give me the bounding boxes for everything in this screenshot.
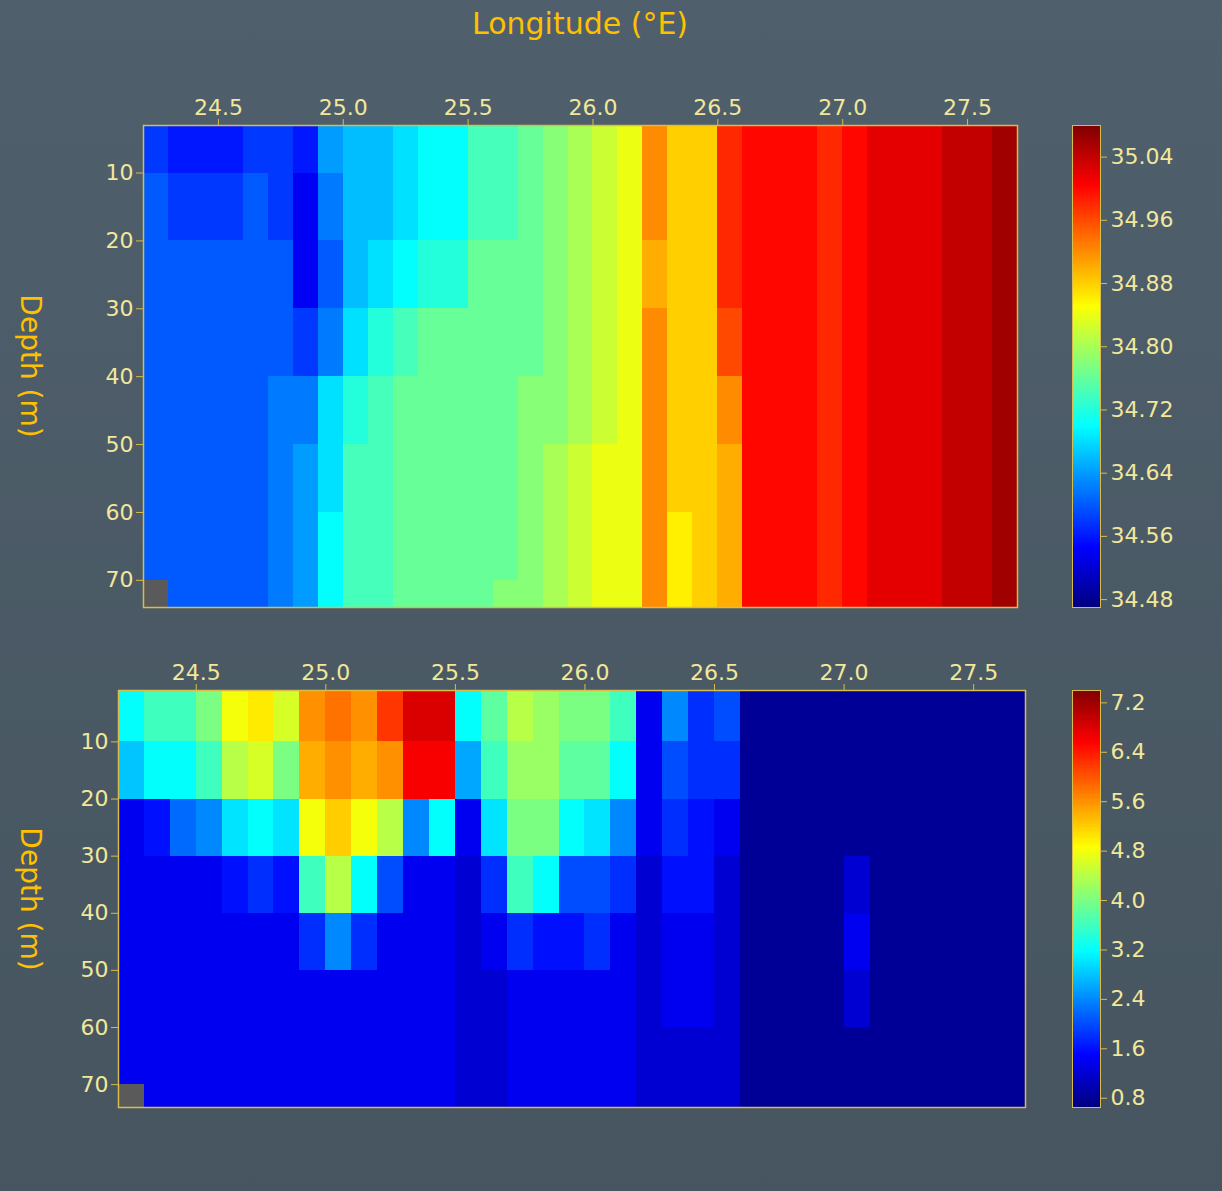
svg-text:3.2: 3.2 (1111, 937, 1146, 962)
svg-text:24.5: 24.5 (194, 95, 243, 120)
svg-text:40: 40 (81, 900, 109, 925)
svg-text:34.56: 34.56 (1111, 523, 1174, 548)
svg-text:25.0: 25.0 (319, 95, 368, 120)
html-text:Depth (m): Depth (m) (14, 294, 47, 438)
svg-text:10: 10 (106, 160, 134, 185)
svg-text:27.0: 27.0 (818, 95, 867, 120)
svg-text:60: 60 (106, 499, 134, 524)
svg-text:26.5: 26.5 (693, 95, 742, 120)
svg-text:20: 20 (81, 786, 109, 811)
svg-text:34.96: 34.96 (1111, 207, 1174, 232)
svg-text:60: 60 (81, 1015, 109, 1040)
svg-text:34.72: 34.72 (1111, 397, 1174, 422)
svg-text:34.88: 34.88 (1111, 271, 1174, 296)
html-text:Longitude (°E): Longitude (°E) (471, 6, 689, 41)
svg-text:25.0: 25.0 (301, 660, 350, 685)
svg-text:27.0: 27.0 (820, 660, 869, 685)
svg-text:50: 50 (106, 432, 134, 457)
svg-text:26.5: 26.5 (690, 660, 739, 685)
svg-text:2.4: 2.4 (1111, 986, 1146, 1011)
svg-text:4.8: 4.8 (1111, 838, 1146, 863)
svg-text:24.5: 24.5 (172, 660, 221, 685)
svg-text:4.0: 4.0 (1111, 888, 1146, 913)
svg-text:30: 30 (81, 843, 109, 868)
svg-text:26.0: 26.0 (568, 95, 617, 120)
svg-text:35.04: 35.04 (1111, 144, 1174, 169)
svg-text:34.64: 34.64 (1111, 460, 1174, 485)
svg-text:50: 50 (81, 957, 109, 982)
svg-text:25.5: 25.5 (431, 660, 480, 685)
svg-text:20: 20 (106, 228, 134, 253)
svg-text:25.5: 25.5 (444, 95, 493, 120)
svg-text:1.6: 1.6 (1111, 1036, 1146, 1061)
svg-text:34.80: 34.80 (1111, 334, 1174, 359)
svg-text:5.6: 5.6 (1111, 789, 1146, 814)
svg-text:10: 10 (81, 729, 109, 754)
html-text:Depth (m): Depth (m) (14, 826, 47, 971)
svg-text:30: 30 (106, 296, 134, 321)
svg-text:6.4: 6.4 (1111, 739, 1146, 764)
svg-text:7.2: 7.2 (1111, 690, 1146, 715)
svg-text:26.0: 26.0 (560, 660, 609, 685)
svg-text:27.5: 27.5 (949, 660, 998, 685)
svg-text:40: 40 (106, 364, 134, 389)
svg-text:0.8: 0.8 (1111, 1085, 1146, 1110)
svg-text:70: 70 (81, 1072, 109, 1097)
svg-text:70: 70 (106, 567, 134, 592)
svg-text:27.5: 27.5 (943, 95, 992, 120)
svg-text:34.48: 34.48 (1111, 587, 1174, 612)
